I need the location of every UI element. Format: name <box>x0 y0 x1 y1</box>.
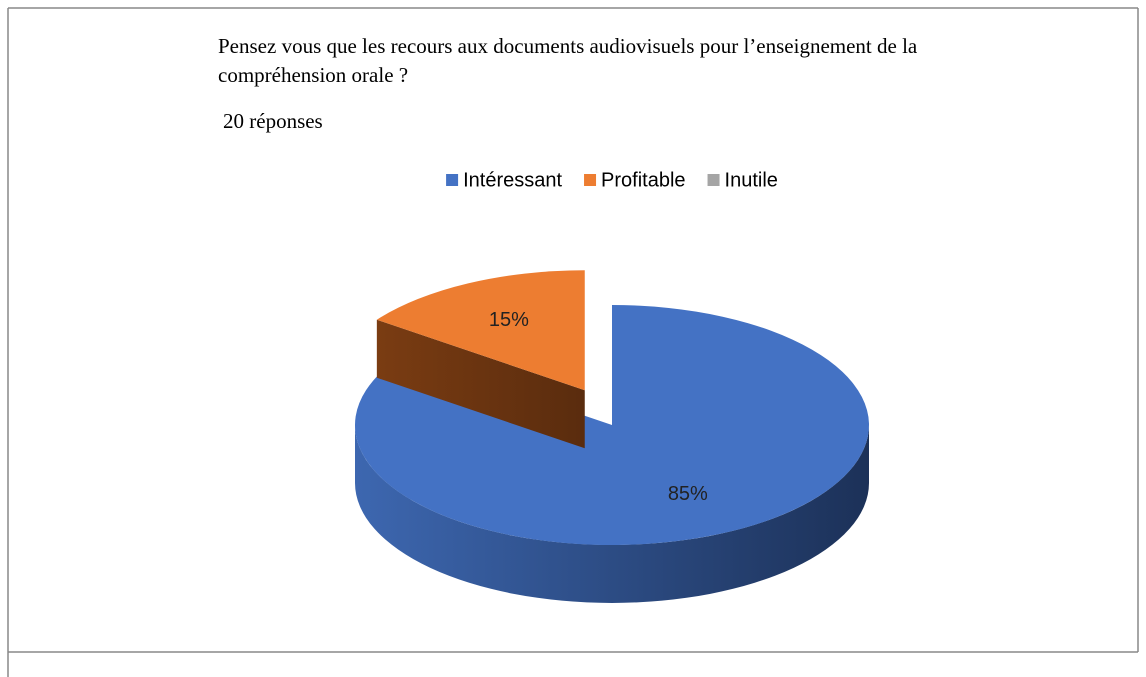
chart-subtitle: 20 réponses <box>223 109 323 133</box>
slice-top <box>376 270 585 391</box>
legend-swatch <box>446 174 459 186</box>
legend-label: Profitable <box>601 169 686 191</box>
legend-label: Inutile <box>725 169 778 191</box>
legend-swatch <box>707 174 720 186</box>
pie-slice <box>376 270 585 449</box>
slice-side <box>376 319 585 449</box>
legend-label: Intéressant <box>463 169 562 191</box>
slice-side <box>355 425 869 603</box>
legend: Intéressant Profitable Inutile <box>446 169 778 191</box>
legend-swatch <box>584 174 597 186</box>
slice-top <box>355 305 870 545</box>
pie-slice <box>355 305 870 603</box>
chart-title: Pensez vous que les recours aux document… <box>218 34 918 87</box>
data-label: 15% <box>489 309 529 331</box>
frame <box>7 7 1139 677</box>
data-label: 85% <box>668 483 708 505</box>
